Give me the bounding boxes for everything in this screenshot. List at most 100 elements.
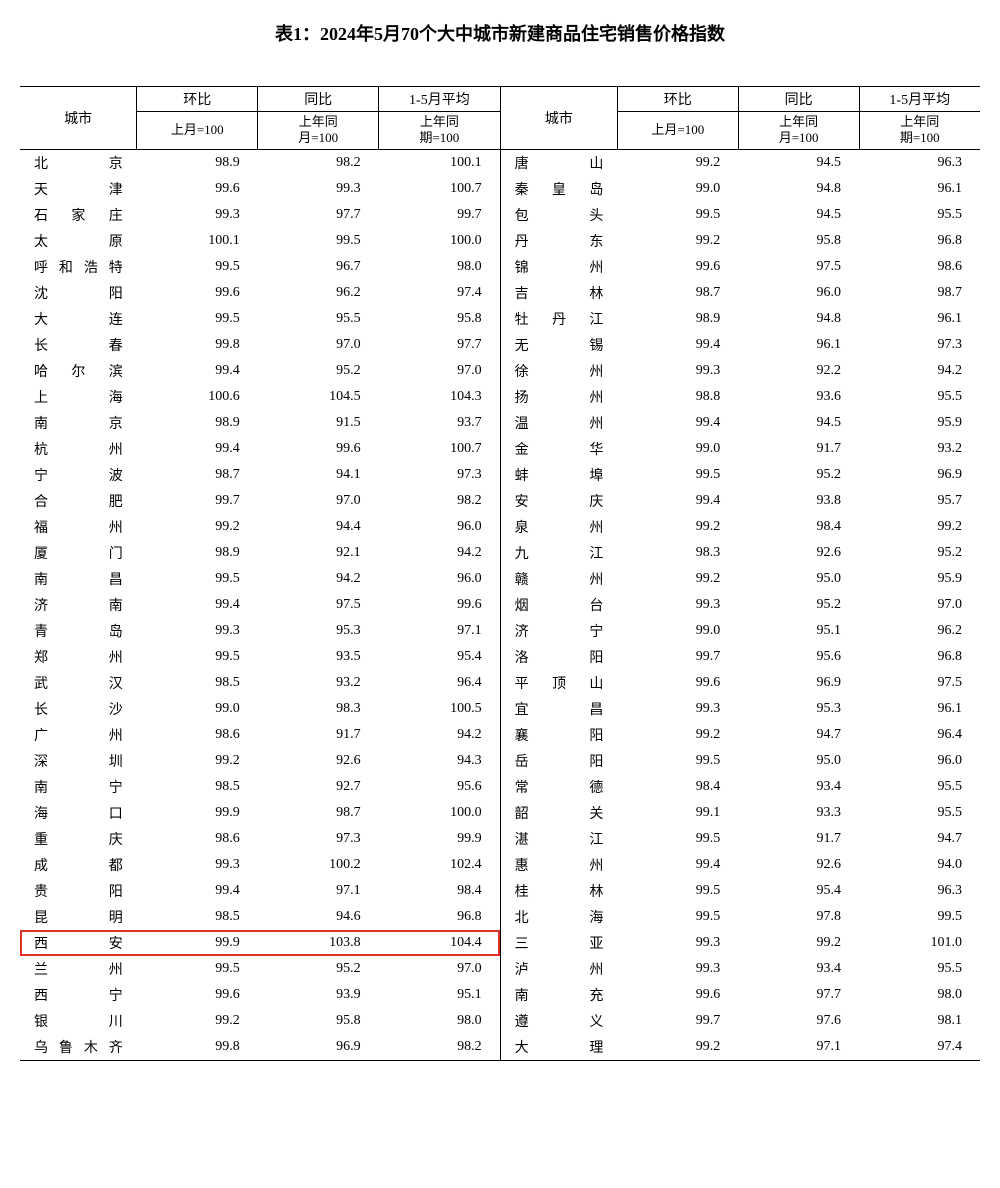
mom-cell: 99.0: [137, 696, 258, 722]
avg-cell: 97.4: [859, 1034, 980, 1061]
city-cell: 济宁: [500, 618, 617, 644]
mom-cell: 99.2: [617, 1034, 738, 1061]
city-cell: 成都: [20, 852, 137, 878]
table-row: 福州99.294.496.0泉州99.298.499.2: [20, 514, 980, 540]
mom-cell: 99.6: [137, 176, 258, 202]
yoy-cell: 91.7: [738, 826, 859, 852]
yoy-cell: 94.2: [258, 566, 379, 592]
table-row: 石家庄99.397.799.7包头99.594.595.5: [20, 202, 980, 228]
yoy-cell: 95.4: [738, 878, 859, 904]
table-row: 重庆98.697.399.9湛江99.591.794.7: [20, 826, 980, 852]
mom-cell: 99.8: [137, 1034, 258, 1061]
avg-cell: 99.2: [859, 514, 980, 540]
mom-cell: 98.5: [137, 670, 258, 696]
table-row: 济南99.497.599.6烟台99.395.297.0: [20, 592, 980, 618]
mom-cell: 99.7: [137, 488, 258, 514]
avg-cell: 97.3: [379, 462, 500, 488]
yoy-cell: 91.5: [258, 410, 379, 436]
avg-cell: 95.7: [859, 488, 980, 514]
col-avg-right: 1-5月平均: [859, 87, 980, 112]
avg-cell: 96.3: [859, 150, 980, 177]
city-cell: 大连: [20, 306, 137, 332]
yoy-cell: 94.4: [258, 514, 379, 540]
avg-cell: 95.1: [379, 982, 500, 1008]
yoy-cell: 99.3: [258, 176, 379, 202]
yoy-cell: 94.6: [258, 904, 379, 930]
table-row: 厦门98.992.194.2九江98.392.695.2: [20, 540, 980, 566]
mom-cell: 99.2: [137, 514, 258, 540]
yoy-cell: 92.6: [738, 540, 859, 566]
table-row: 太原100.199.5100.0丹东99.295.896.8: [20, 228, 980, 254]
city-cell: 烟台: [500, 592, 617, 618]
mom-cell: 99.6: [617, 982, 738, 1008]
yoy-cell: 98.2: [258, 150, 379, 177]
city-cell: 长春: [20, 332, 137, 358]
city-cell: 呼和浩特: [20, 254, 137, 280]
city-cell: 平顶山: [500, 670, 617, 696]
city-cell: 无锡: [500, 332, 617, 358]
yoy-cell: 92.7: [258, 774, 379, 800]
yoy-cell: 98.7: [258, 800, 379, 826]
avg-cell: 100.0: [379, 228, 500, 254]
city-cell: 赣州: [500, 566, 617, 592]
mom-cell: 99.4: [137, 358, 258, 384]
avg-cell: 95.9: [859, 566, 980, 592]
price-index-table: 城市 环比 同比 1-5月平均 城市 环比 同比 1-5月平均 上月=100 上…: [20, 86, 980, 1061]
avg-cell: 97.7: [379, 332, 500, 358]
mom-cell: 99.6: [137, 982, 258, 1008]
avg-cell: 99.5: [859, 904, 980, 930]
mom-cell: 99.4: [137, 592, 258, 618]
avg-cell: 102.4: [379, 852, 500, 878]
yoy-cell: 96.2: [258, 280, 379, 306]
avg-cell: 96.0: [859, 748, 980, 774]
avg-cell: 99.6: [379, 592, 500, 618]
avg-cell: 101.0: [859, 930, 980, 956]
yoy-cell: 99.5: [258, 228, 379, 254]
table-row: 合肥99.797.098.2安庆99.493.895.7: [20, 488, 980, 514]
table-row: 深圳99.292.694.3岳阳99.595.096.0: [20, 748, 980, 774]
table-row: 银川99.295.898.0遵义99.797.698.1: [20, 1008, 980, 1034]
avg-cell: 96.1: [859, 176, 980, 202]
yoy-cell: 96.9: [738, 670, 859, 696]
table-row: 兰州99.595.297.0泸州99.393.495.5: [20, 956, 980, 982]
avg-cell: 98.7: [859, 280, 980, 306]
avg-cell: 100.5: [379, 696, 500, 722]
yoy-cell: 97.1: [258, 878, 379, 904]
avg-cell: 95.6: [379, 774, 500, 800]
yoy-cell: 97.5: [258, 592, 379, 618]
yoy-cell: 92.6: [738, 852, 859, 878]
avg-cell: 97.1: [379, 618, 500, 644]
yoy-cell: 98.3: [258, 696, 379, 722]
avg-cell: 96.3: [859, 878, 980, 904]
sub-avg-left: 上年同期=100: [379, 112, 500, 150]
city-cell: 唐山: [500, 150, 617, 177]
avg-cell: 95.5: [859, 956, 980, 982]
yoy-cell: 97.7: [738, 982, 859, 1008]
mom-cell: 100.6: [137, 384, 258, 410]
yoy-cell: 92.1: [258, 540, 379, 566]
mom-cell: 98.8: [617, 384, 738, 410]
mom-cell: 99.2: [617, 150, 738, 177]
avg-cell: 98.2: [379, 1034, 500, 1061]
yoy-cell: 91.7: [258, 722, 379, 748]
avg-cell: 97.4: [379, 280, 500, 306]
yoy-cell: 97.6: [738, 1008, 859, 1034]
yoy-cell: 94.1: [258, 462, 379, 488]
yoy-cell: 95.0: [738, 566, 859, 592]
yoy-cell: 95.8: [738, 228, 859, 254]
avg-cell: 95.2: [859, 540, 980, 566]
table-row: 青岛99.395.397.1济宁99.095.196.2: [20, 618, 980, 644]
city-cell: 厦门: [20, 540, 137, 566]
mom-cell: 99.4: [137, 436, 258, 462]
col-city-left: 城市: [20, 87, 137, 150]
city-cell: 常德: [500, 774, 617, 800]
table-row: 南昌99.594.296.0赣州99.295.095.9: [20, 566, 980, 592]
avg-cell: 94.2: [379, 540, 500, 566]
city-cell: 襄阳: [500, 722, 617, 748]
mom-cell: 99.4: [617, 488, 738, 514]
mom-cell: 99.5: [617, 904, 738, 930]
table-row: 西安99.9103.8104.4三亚99.399.2101.0: [20, 930, 980, 956]
city-cell: 广州: [20, 722, 137, 748]
city-cell: 吉林: [500, 280, 617, 306]
mom-cell: 100.1: [137, 228, 258, 254]
